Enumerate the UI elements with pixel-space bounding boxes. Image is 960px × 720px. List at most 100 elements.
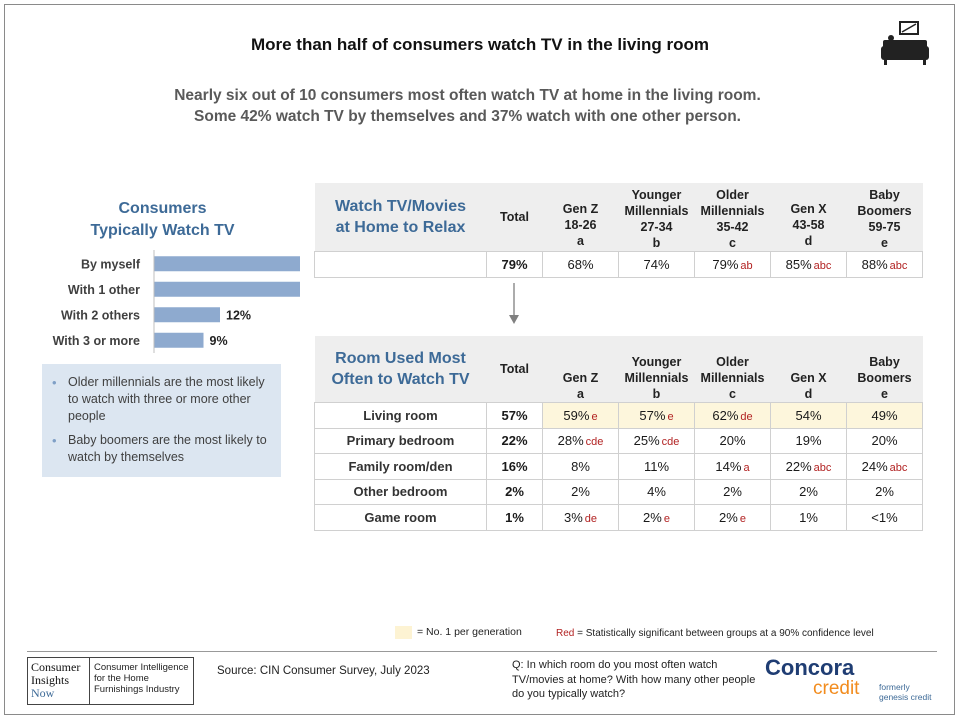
room-table-cell: 22% abc xyxy=(770,453,847,480)
room-table-cell: 28% cde xyxy=(542,427,619,454)
significance-letters: e xyxy=(739,512,746,525)
room-table-row-label: Living room xyxy=(314,402,487,429)
room-table-row: Living room 57% 59% e 57% e 62% de 54% 49% xyxy=(314,402,923,429)
room-table-cell: 2% xyxy=(542,478,619,505)
formerly-note: formerly genesis credit xyxy=(879,682,931,702)
relax-table-cell: 88% abc xyxy=(846,251,923,278)
bar-category-label: With 3 or more xyxy=(53,334,140,348)
room-table-cell: 2% e xyxy=(694,504,771,531)
significance-letters: abc xyxy=(889,461,908,474)
concora-credit: credit xyxy=(813,678,860,699)
room-table-cell: 2% xyxy=(694,478,771,505)
room-table-total-cell: 16% xyxy=(486,453,543,480)
relax-table-column-header: Gen X 43-58 d xyxy=(770,183,847,252)
room-table-column-header: Baby Boomers e xyxy=(846,336,923,403)
legend-highlight-label: = No. 1 per generation xyxy=(417,626,522,638)
bar-category-label: With 2 others xyxy=(61,308,140,322)
significance-letters: a xyxy=(743,461,750,474)
couch-tv-icon xyxy=(881,21,929,65)
relax-table-title: Watch TV/Movies at Home to Relax xyxy=(314,183,487,252)
relax-table-column-header: Total xyxy=(486,183,543,252)
cin-logo-wordmark: Consumer Insights Now xyxy=(28,658,90,704)
room-table-column-header: Total xyxy=(486,336,543,403)
room-table-row-label: Game room xyxy=(314,504,487,531)
cin-logo-line-2: Insights xyxy=(31,673,70,687)
callout-bullet-2: Baby boomers are the most likely to watc… xyxy=(52,432,273,466)
room-table-cell: 59% e xyxy=(542,402,619,429)
bar-value-label: 9% xyxy=(210,334,228,348)
room-table-row-label: Primary bedroom xyxy=(314,427,487,454)
footer-divider xyxy=(27,651,937,652)
relax-table: Watch TV/Movies at Home to Relax Total Gen … xyxy=(314,183,923,278)
room-table-row: Other bedroom 2% 2% 4% 2% 2% 2% xyxy=(314,478,923,505)
room-table-cell: 2% xyxy=(846,478,923,505)
bar-chart-title: Consumers Typically Watch TV xyxy=(60,198,265,242)
room-table-total-cell: 57% xyxy=(486,402,543,429)
room-table-cell: 54% xyxy=(770,402,847,429)
significance-letters: abc xyxy=(813,259,832,272)
cin-tagline: Consumer Intelligence for the Home Furni… xyxy=(90,658,189,704)
room-table-total-cell: 2% xyxy=(486,478,543,505)
subtitle-line-1: Nearly six out of 10 consumers most ofte… xyxy=(174,87,761,104)
room-table-cell: 2% e xyxy=(618,504,695,531)
significance-letters: de xyxy=(584,512,598,525)
cin-tagline-line-3: Furnishings Industry xyxy=(94,684,180,695)
legend-highlight-swatch xyxy=(395,626,412,639)
relax-table-header-row: Watch TV/Movies at Home to Relax Total Gen … xyxy=(314,183,923,252)
watch-company-bar-chart: By myself42%With 1 other37%With 2 others… xyxy=(53,250,300,353)
relax-table-column-header: Baby Boomers 59-75 e xyxy=(846,183,923,252)
significance-letters: cde xyxy=(585,436,604,449)
bar-category-label: With 1 other xyxy=(68,283,140,297)
room-table-cell: 11% xyxy=(618,453,695,480)
room-table: Room Used Most Often to Watch TV Total Gen … xyxy=(314,336,923,531)
relax-table-column-header: Older Millennials 35-42 c xyxy=(694,183,771,252)
slide-frame xyxy=(4,4,955,715)
room-table-cell: 19% xyxy=(770,427,847,454)
significance-letters: ab xyxy=(740,259,753,272)
relax-table-cell: 85% abc xyxy=(770,251,847,278)
room-table-cell: 25% cde xyxy=(618,427,695,454)
legend-significance-label: = Statistically significant between grou… xyxy=(574,628,874,639)
room-table-header-row: Room Used Most Often to Watch TV Total Gen … xyxy=(314,336,923,403)
room-table-total-cell: 22% xyxy=(486,427,543,454)
subtitle: Nearly six out of 10 consumers most ofte… xyxy=(0,85,935,127)
formerly-line-1: formerly xyxy=(879,682,910,692)
relax-table-cell: 74% xyxy=(618,251,695,278)
significance-letters: abc xyxy=(889,259,908,272)
legend-significance: Red = Statistically significant between … xyxy=(556,628,874,639)
room-table-total-cell: 1% xyxy=(486,504,543,531)
page-title: More than half of consumers watch TV in … xyxy=(250,35,710,54)
relax-table-column-header: Gen Z 18-26 a xyxy=(542,183,619,252)
bar xyxy=(154,307,220,323)
room-table-row: Family room/den 16% 8% 11% 14% a 22% abc 24% abc xyxy=(314,453,923,480)
bar xyxy=(154,256,300,272)
callout-bullet-1: Older millennials are the most likely to… xyxy=(52,374,273,425)
room-table-cell: 57% e xyxy=(618,402,695,429)
significance-letters: de xyxy=(740,410,753,423)
significance-letters: cde xyxy=(661,436,680,449)
cin-tagline-line-2: for the Home xyxy=(94,673,149,684)
source-note: Source: CIN Consumer Survey, July 2023 xyxy=(217,665,430,677)
cin-logo-line-1: Consumer xyxy=(31,660,81,674)
formerly-line-2: genesis credit xyxy=(879,692,932,702)
room-table-cell: 20% xyxy=(846,427,923,454)
significance-letters: abc xyxy=(813,461,832,474)
relax-table-row: 79% 68% 74% 79% ab 85% abc 88% abc xyxy=(314,251,923,278)
relax-table-total-cell: 79% xyxy=(486,251,543,278)
room-table-cell: 24% abc xyxy=(846,453,923,480)
room-table-cell: 3% de xyxy=(542,504,619,531)
bar xyxy=(154,332,204,348)
room-table-title: Room Used Most Often to Watch TV xyxy=(314,336,487,403)
bar-category-label: By myself xyxy=(81,257,141,271)
room-table-cell: 49% xyxy=(846,402,923,429)
room-table-row-label: Other bedroom xyxy=(314,478,487,505)
concora-name: Concora xyxy=(765,655,855,680)
room-table-cell: 8% xyxy=(542,453,619,480)
relax-table-column-header: Younger Millennials 27-34 b xyxy=(618,183,695,252)
room-table-cell: 2% xyxy=(770,478,847,505)
arrow-down-icon xyxy=(509,283,519,324)
room-table-cell: <1% xyxy=(846,504,923,531)
insight-callout: Older millennials are the most likely to… xyxy=(42,364,281,477)
cin-logo: Consumer Insights Now Consumer Intellige… xyxy=(27,657,194,705)
